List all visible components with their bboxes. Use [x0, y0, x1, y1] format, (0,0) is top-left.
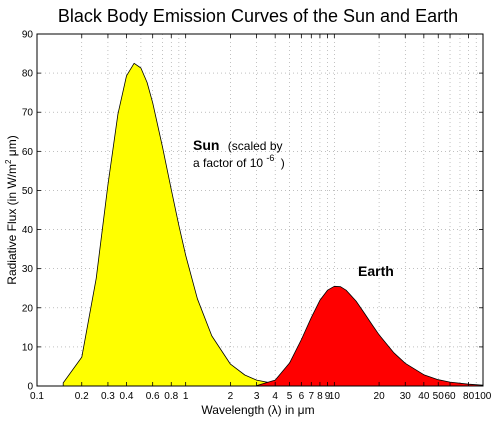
y-tick-label: 20 — [22, 303, 34, 314]
earth-label: Earth — [358, 263, 394, 279]
x-tick-label: 6 — [299, 391, 305, 402]
x-tick-label: 8 — [317, 391, 323, 402]
chart-title: Black Body Emission Curves of the Sun an… — [58, 6, 458, 26]
x-tick-label: 0.1 — [30, 391, 44, 402]
sun-annotation: Sun (scaled by a factor of 10 -6 ) — [193, 137, 285, 170]
series-area-sun — [62, 62, 302, 387]
x-tick-label: 30 — [400, 391, 412, 402]
x-tick-label: 3 — [254, 391, 260, 402]
x-tick-label: 7 — [309, 391, 315, 402]
x-tick-label: 9 — [325, 391, 331, 402]
x-tick-label: 100 — [475, 391, 492, 402]
sun-label: Sun — [193, 137, 219, 153]
plot-frame — [36, 33, 484, 387]
x-tick-label: 40 — [418, 391, 430, 402]
y-axis-ticks: 0 10 20 30 40 50 60 70 80 90 — [22, 30, 483, 393]
x-tick-label: 1 — [183, 391, 189, 402]
x-tick-label: 0.3 — [101, 391, 115, 402]
x-tick-label: 0.8 — [164, 391, 178, 402]
x-tick-label: 5 — [287, 391, 293, 402]
x-tick-label: 80 — [463, 391, 475, 402]
y-tick-label: 60 — [22, 147, 34, 158]
y-tick-label: 0 — [27, 382, 33, 393]
sun-scale-factor: a factor of 10 — [193, 156, 263, 170]
x-tick-label: 2 — [228, 391, 234, 402]
y-tick-label: 90 — [22, 30, 34, 41]
sun-scale-close: ) — [281, 156, 285, 170]
y-tick-label: 30 — [22, 264, 34, 275]
svg-text:a factor of 10 -6: a factor of 10 -6 ) — [193, 150, 285, 170]
x-tick-label: 50 — [433, 391, 445, 402]
x-tick-label: 10 — [329, 391, 341, 402]
x-tick-label: 60 — [444, 391, 456, 402]
x-tick-label: 0.6 — [146, 391, 160, 402]
svg-text:Sun (scaled by: Sun (scaled by — [193, 137, 283, 153]
x-axis-ticks: 0.1 0.2 0.3 0.4 0.6 0.8 1 2 3 4 5 6 7 8 910 20 30 40 50 60 8… — [30, 34, 492, 402]
x-axis-label: Wavelength (λ) in μm — [201, 403, 314, 417]
plot-areas — [62, 62, 484, 387]
y-tick-label: 10 — [22, 342, 34, 353]
y-tick-label: 70 — [22, 108, 34, 119]
y-axis-label: Radiative Flux (in W/m2 μm) — [4, 135, 19, 284]
y-tick-label: 40 — [22, 225, 34, 236]
x-tick-label: 4 — [272, 391, 278, 402]
x-tick-label: 0.2 — [75, 391, 89, 402]
sun-scale-note: (scaled by — [228, 139, 283, 153]
x-tick-label: 20 — [374, 391, 386, 402]
x-tick-label: 0.4 — [120, 391, 134, 402]
y-tick-label: 50 — [22, 186, 34, 197]
sun-scale-exponent: -6 — [266, 153, 274, 163]
y-tick-label: 80 — [22, 69, 34, 80]
series-area-earth — [256, 285, 484, 387]
